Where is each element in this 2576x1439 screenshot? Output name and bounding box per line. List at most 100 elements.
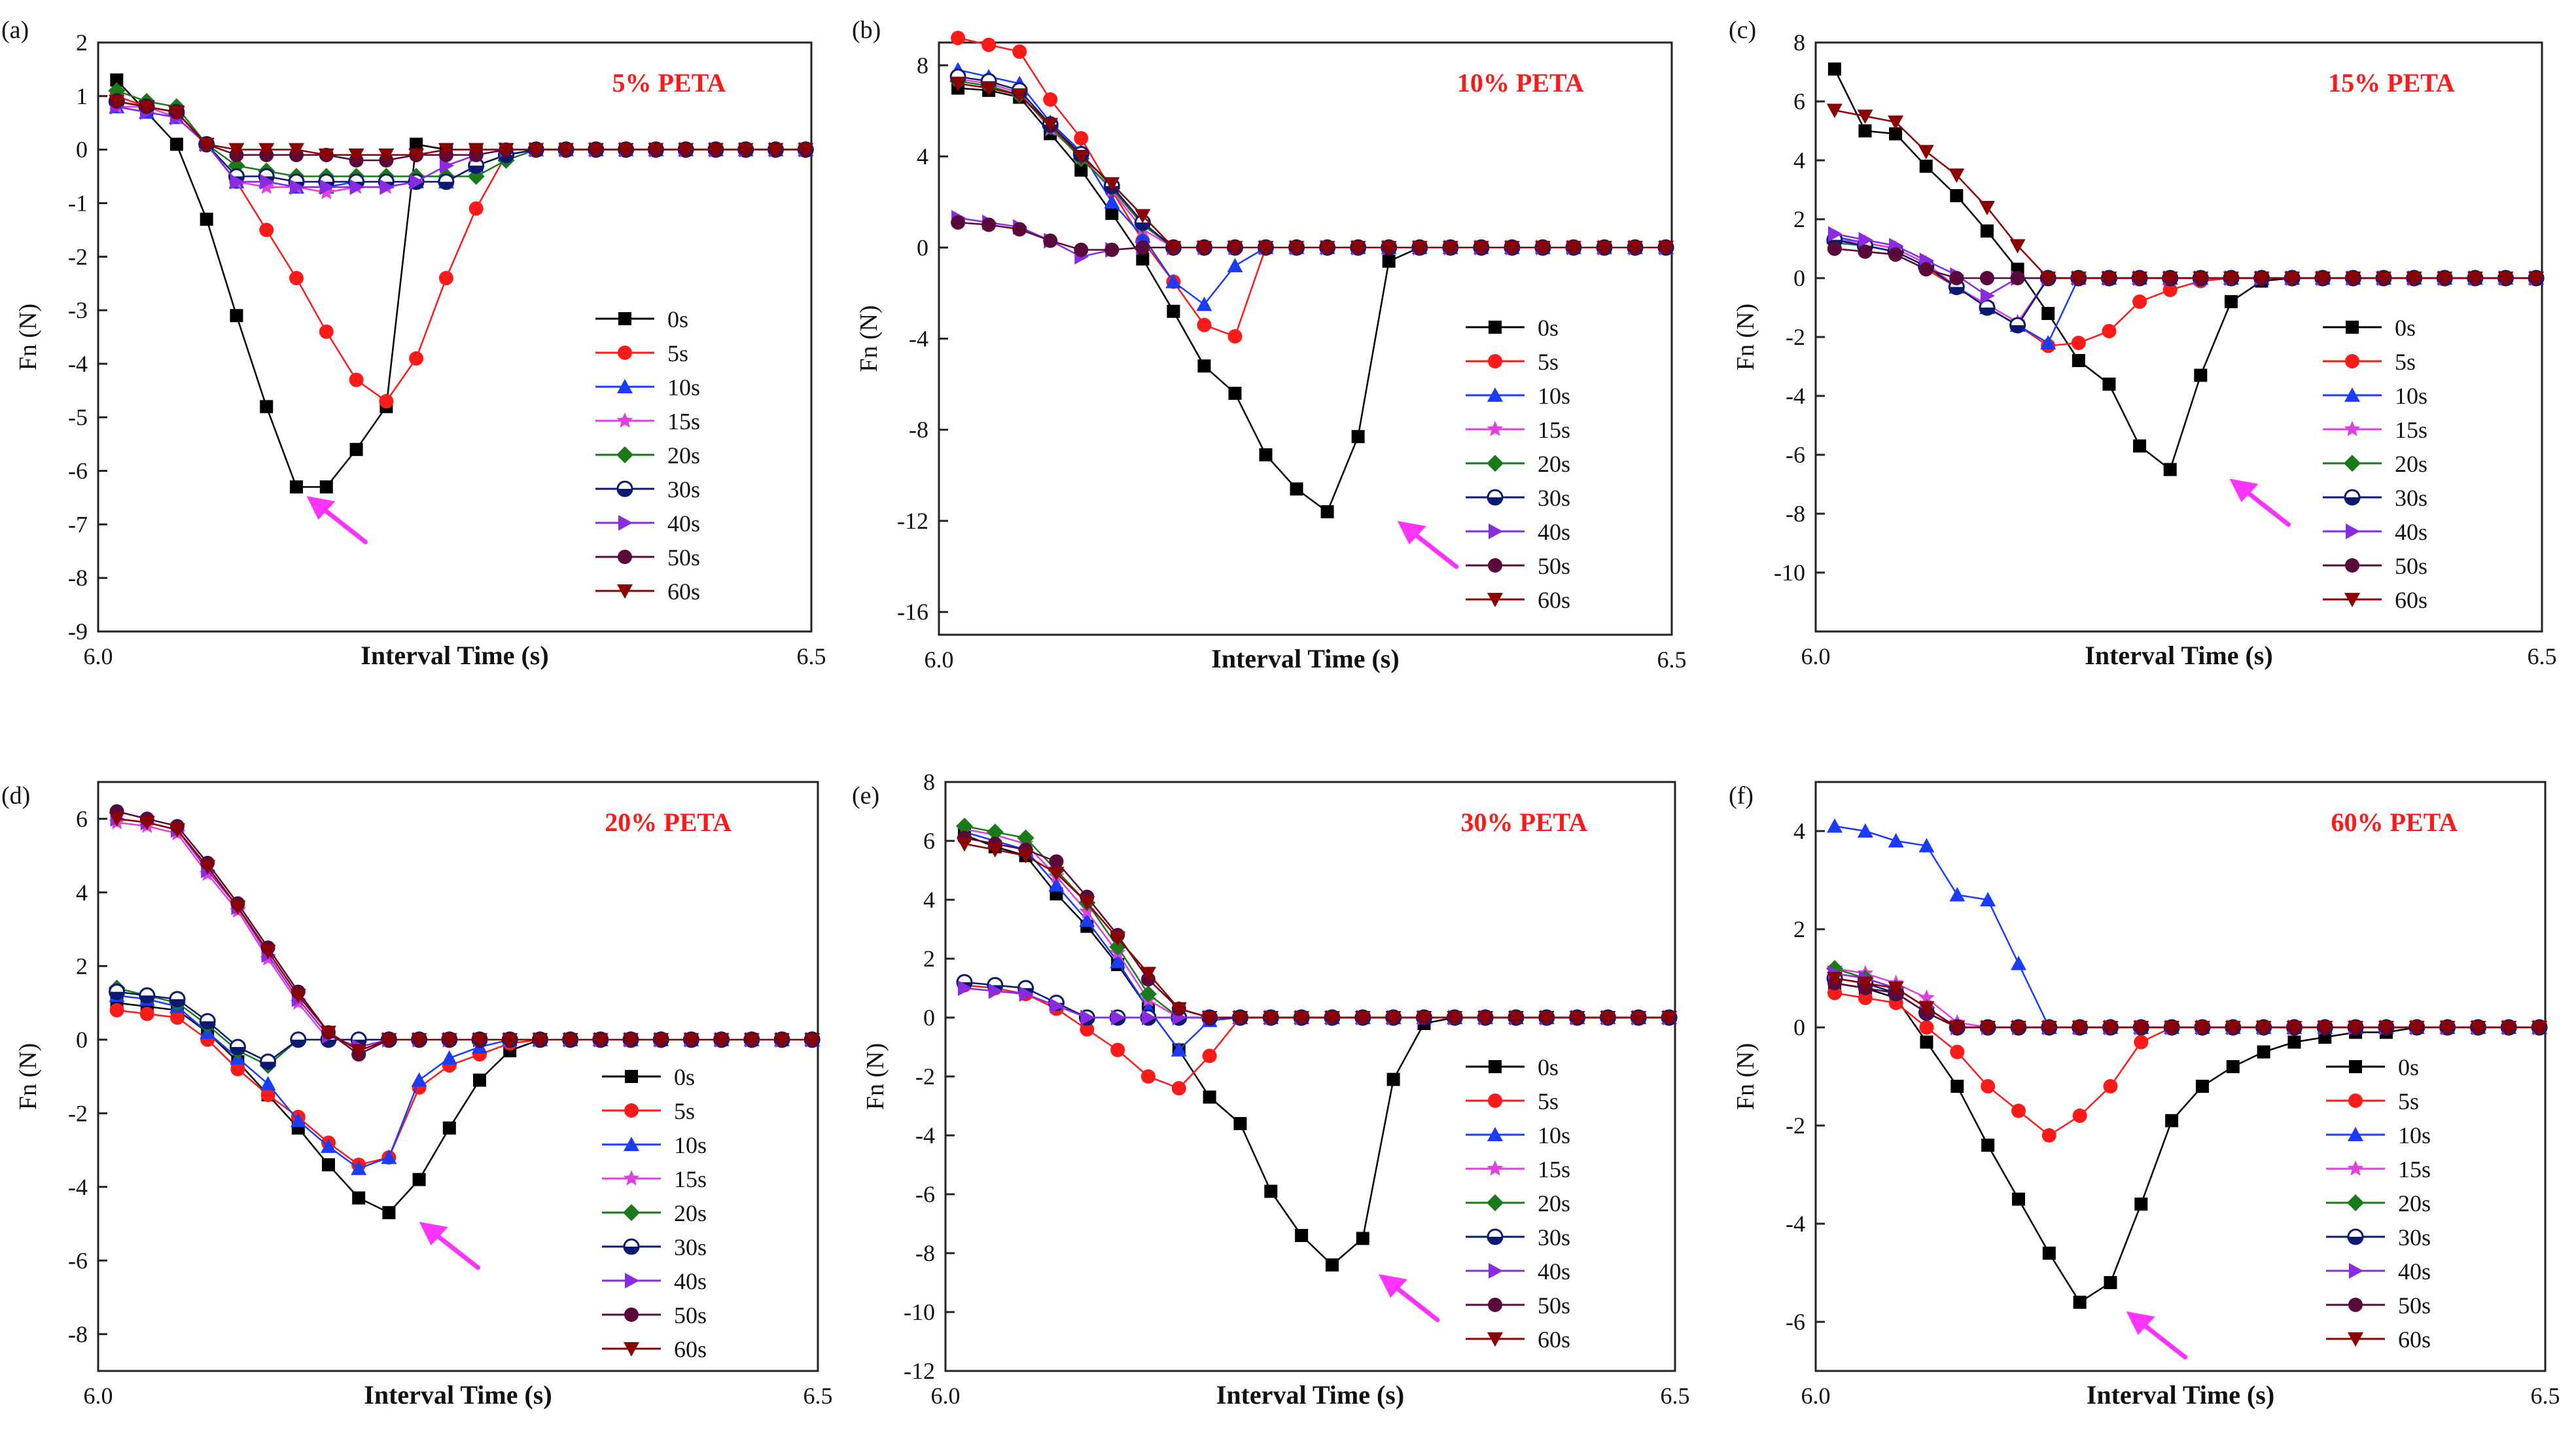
data-point: [468, 201, 484, 216]
plot-frame: [97, 41, 813, 633]
data-point: [2317, 1021, 2333, 1035]
data-point: [412, 1173, 426, 1186]
legend-marker: [618, 346, 632, 360]
data-point: [1139, 986, 1157, 1003]
y-tick-label: 8: [1793, 29, 1805, 56]
data-point: [1048, 877, 1065, 892]
legend-item: 40s: [1466, 1258, 1570, 1285]
data-point: [349, 179, 364, 195]
legend-item: 15s: [2323, 417, 2427, 443]
data-point: [408, 148, 425, 163]
legend-label: 10s: [1538, 1122, 1570, 1148]
data-point: [1227, 241, 1243, 256]
data-point: [169, 823, 185, 838]
data-point: [2072, 1109, 2087, 1123]
data-point: [1381, 241, 1397, 256]
y-tick-label: -4: [68, 351, 88, 377]
legend-marker: [2349, 1263, 2363, 1279]
series-40s: [110, 811, 820, 1055]
data-point: [1110, 1042, 1125, 1057]
legend-marker: [2344, 455, 2361, 472]
series-line: [958, 87, 1666, 513]
data-point: [988, 983, 1003, 999]
data-point: [1050, 998, 1065, 1014]
data-point: [200, 213, 213, 226]
data-point: [2406, 272, 2422, 286]
x-tick-label: 6.5: [2531, 1383, 2560, 1409]
series-line: [957, 69, 1666, 306]
data-point: [1263, 1011, 1279, 1025]
series-line: [1834, 247, 2537, 279]
y-tick-label: 4: [917, 143, 928, 169]
series-line: [1834, 239, 2537, 324]
data-point: [139, 815, 155, 830]
legend-label: 15s: [1538, 417, 1570, 443]
legend-label: 30s: [667, 476, 700, 503]
legend-label: 0s: [1538, 1054, 1559, 1080]
data-point: [2010, 955, 2026, 970]
legend-marker: [1487, 489, 1504, 506]
data-point: [229, 1039, 246, 1056]
legend-item: 50s: [1466, 1292, 1570, 1319]
legend-item: 20s: [2326, 1190, 2431, 1217]
data-point: [528, 143, 544, 158]
data-point: [1351, 430, 1365, 444]
data-point: [1042, 118, 1059, 133]
series-15s: [109, 813, 820, 1047]
legend-marker: [618, 312, 631, 325]
data-point: [2070, 272, 2087, 286]
data-point: [1141, 1010, 1156, 1025]
y-tick-label: 8: [917, 52, 928, 79]
y-tick-label: 4: [923, 887, 935, 913]
y-tick-label: -1: [68, 190, 88, 216]
legend-item: 30s: [2323, 485, 2427, 511]
series-0s: [1827, 62, 2543, 476]
y-tick-label: 6: [923, 828, 935, 854]
series-30s: [109, 984, 820, 1070]
data-point: [381, 1149, 397, 1164]
data-point: [981, 217, 997, 232]
data-point: [957, 980, 972, 996]
legend-marker: [616, 480, 633, 497]
y-tick-label: -10: [904, 1299, 935, 1325]
arrow-head: [1397, 521, 1426, 545]
data-point: [2072, 354, 2085, 367]
legend-marker: [2349, 1060, 2362, 1073]
x-axis-label: Interval Time (s): [1211, 644, 1399, 673]
legend-marker: [2348, 1127, 2363, 1141]
legend-marker: [2347, 1160, 2364, 1176]
data-point: [1950, 1044, 1965, 1059]
legend-marker: [1487, 1127, 1503, 1141]
data-point: [1104, 194, 1120, 209]
legend-label: 50s: [1538, 553, 1570, 579]
data-point: [1538, 1011, 1555, 1025]
series-line: [116, 100, 806, 156]
x-tick-label: 6.5: [1661, 1383, 1690, 1409]
legend-item: 30s: [2326, 1224, 2431, 1251]
chart-title: 10% PETA: [1457, 68, 1584, 98]
arrow-annotation: [2126, 1311, 2188, 1360]
data-point: [260, 400, 273, 414]
series-50s: [109, 804, 820, 1062]
data-point: [2345, 272, 2361, 286]
data-point: [2073, 1296, 2087, 1309]
y-tick-label: 2: [76, 953, 88, 979]
data-point: [2532, 1021, 2548, 1035]
legend-label: 10s: [2398, 1122, 2431, 1148]
data-point: [1477, 1011, 1494, 1025]
data-point: [169, 991, 186, 1008]
series-60s: [109, 812, 820, 1059]
data-point: [1950, 189, 1964, 202]
y-tick-label: -8: [1786, 501, 1805, 527]
data-point: [1600, 1011, 1616, 1025]
data-point: [1135, 240, 1150, 255]
data-point: [2071, 336, 2086, 350]
series-60s: [1826, 103, 2545, 286]
data-point: [2164, 1021, 2180, 1035]
legend-label: 0s: [667, 306, 688, 332]
legend-item: 20s: [1466, 1190, 1570, 1217]
data-point: [439, 158, 454, 174]
series-line: [1834, 992, 2540, 1137]
series-line: [958, 221, 1666, 251]
data-point: [2163, 463, 2177, 476]
